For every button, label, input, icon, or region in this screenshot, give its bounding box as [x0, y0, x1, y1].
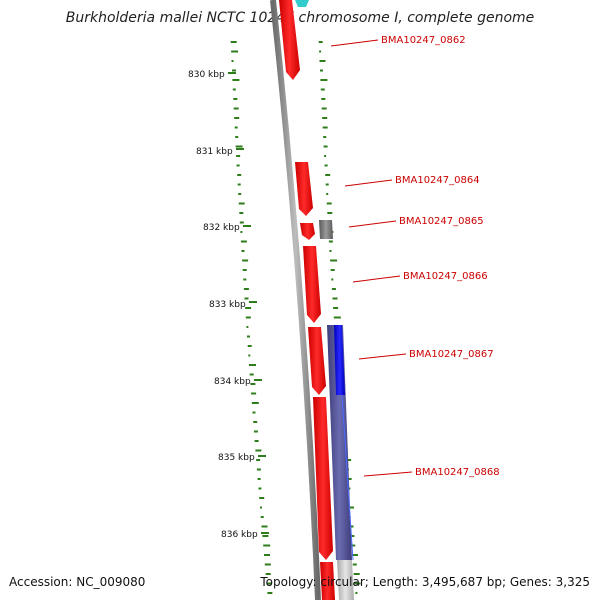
gc-skew-track-left — [230, 41, 273, 594]
accession-label: Accession: NC_009080 — [9, 575, 146, 589]
gene-arrow-0868 — [313, 397, 333, 560]
gene-arrow-0862 — [279, 0, 300, 80]
gene-arrow-0864 — [295, 162, 313, 216]
map-title: Burkholderia mallei NCTC 10247 chromosom… — [65, 10, 535, 26]
gene-arrow-next — [320, 562, 335, 600]
leader-line-0866 — [352, 275, 401, 283]
gene-labels: BMA10247_0862 BMA10247_0864 BMA10247_086… — [330, 35, 500, 478]
leader-line-0867 — [358, 353, 407, 360]
blue-edge-line — [341, 394, 354, 561]
gene-label-0866[interactable]: BMA10247_0866 — [403, 271, 488, 282]
purple-feature-track — [327, 325, 352, 560]
silver-feature — [337, 560, 354, 600]
gene-arrow-0867 — [308, 327, 326, 395]
kbp-label-831: 831 kbp — [196, 147, 233, 157]
leader-line-0862 — [330, 39, 379, 47]
gene-label-0868[interactable]: BMA10247_0868 — [415, 467, 500, 478]
kbp-label-830: 830 kbp — [188, 70, 225, 80]
gene-arrow-0865-grey — [319, 220, 333, 239]
gene-label-0867[interactable]: BMA10247_0867 — [409, 349, 494, 360]
gene-arrow-0866 — [303, 246, 321, 323]
kbp-scale: 830 kbp 831 kbp 832 kbp 833 kbp 834 kbp … — [188, 70, 269, 540]
leader-line-0865 — [348, 220, 397, 228]
leader-line-0864 — [344, 179, 393, 187]
genome-summary: Topology: circular; Length: 3,495,687 bp… — [260, 575, 590, 589]
gene-arrow-0867-blue — [334, 325, 345, 395]
gene-label-0864[interactable]: BMA10247_0864 — [395, 175, 480, 186]
kbp-label-833: 833 kbp — [209, 300, 246, 310]
gene-label-0862[interactable]: BMA10247_0862 — [381, 35, 466, 46]
gene-label-0865[interactable]: BMA10247_0865 — [399, 216, 484, 227]
gene-arrow-0865a — [300, 223, 315, 240]
kbp-label-835: 835 kbp — [218, 453, 255, 463]
cyan-feature — [295, 0, 309, 7]
kbp-label-836: 836 kbp — [221, 530, 258, 540]
kbp-label-834: 834 kbp — [214, 377, 251, 387]
kbp-label-832: 832 kbp — [203, 223, 240, 233]
leader-line-0868 — [363, 471, 413, 477]
chromosome-backbone — [270, 0, 321, 600]
